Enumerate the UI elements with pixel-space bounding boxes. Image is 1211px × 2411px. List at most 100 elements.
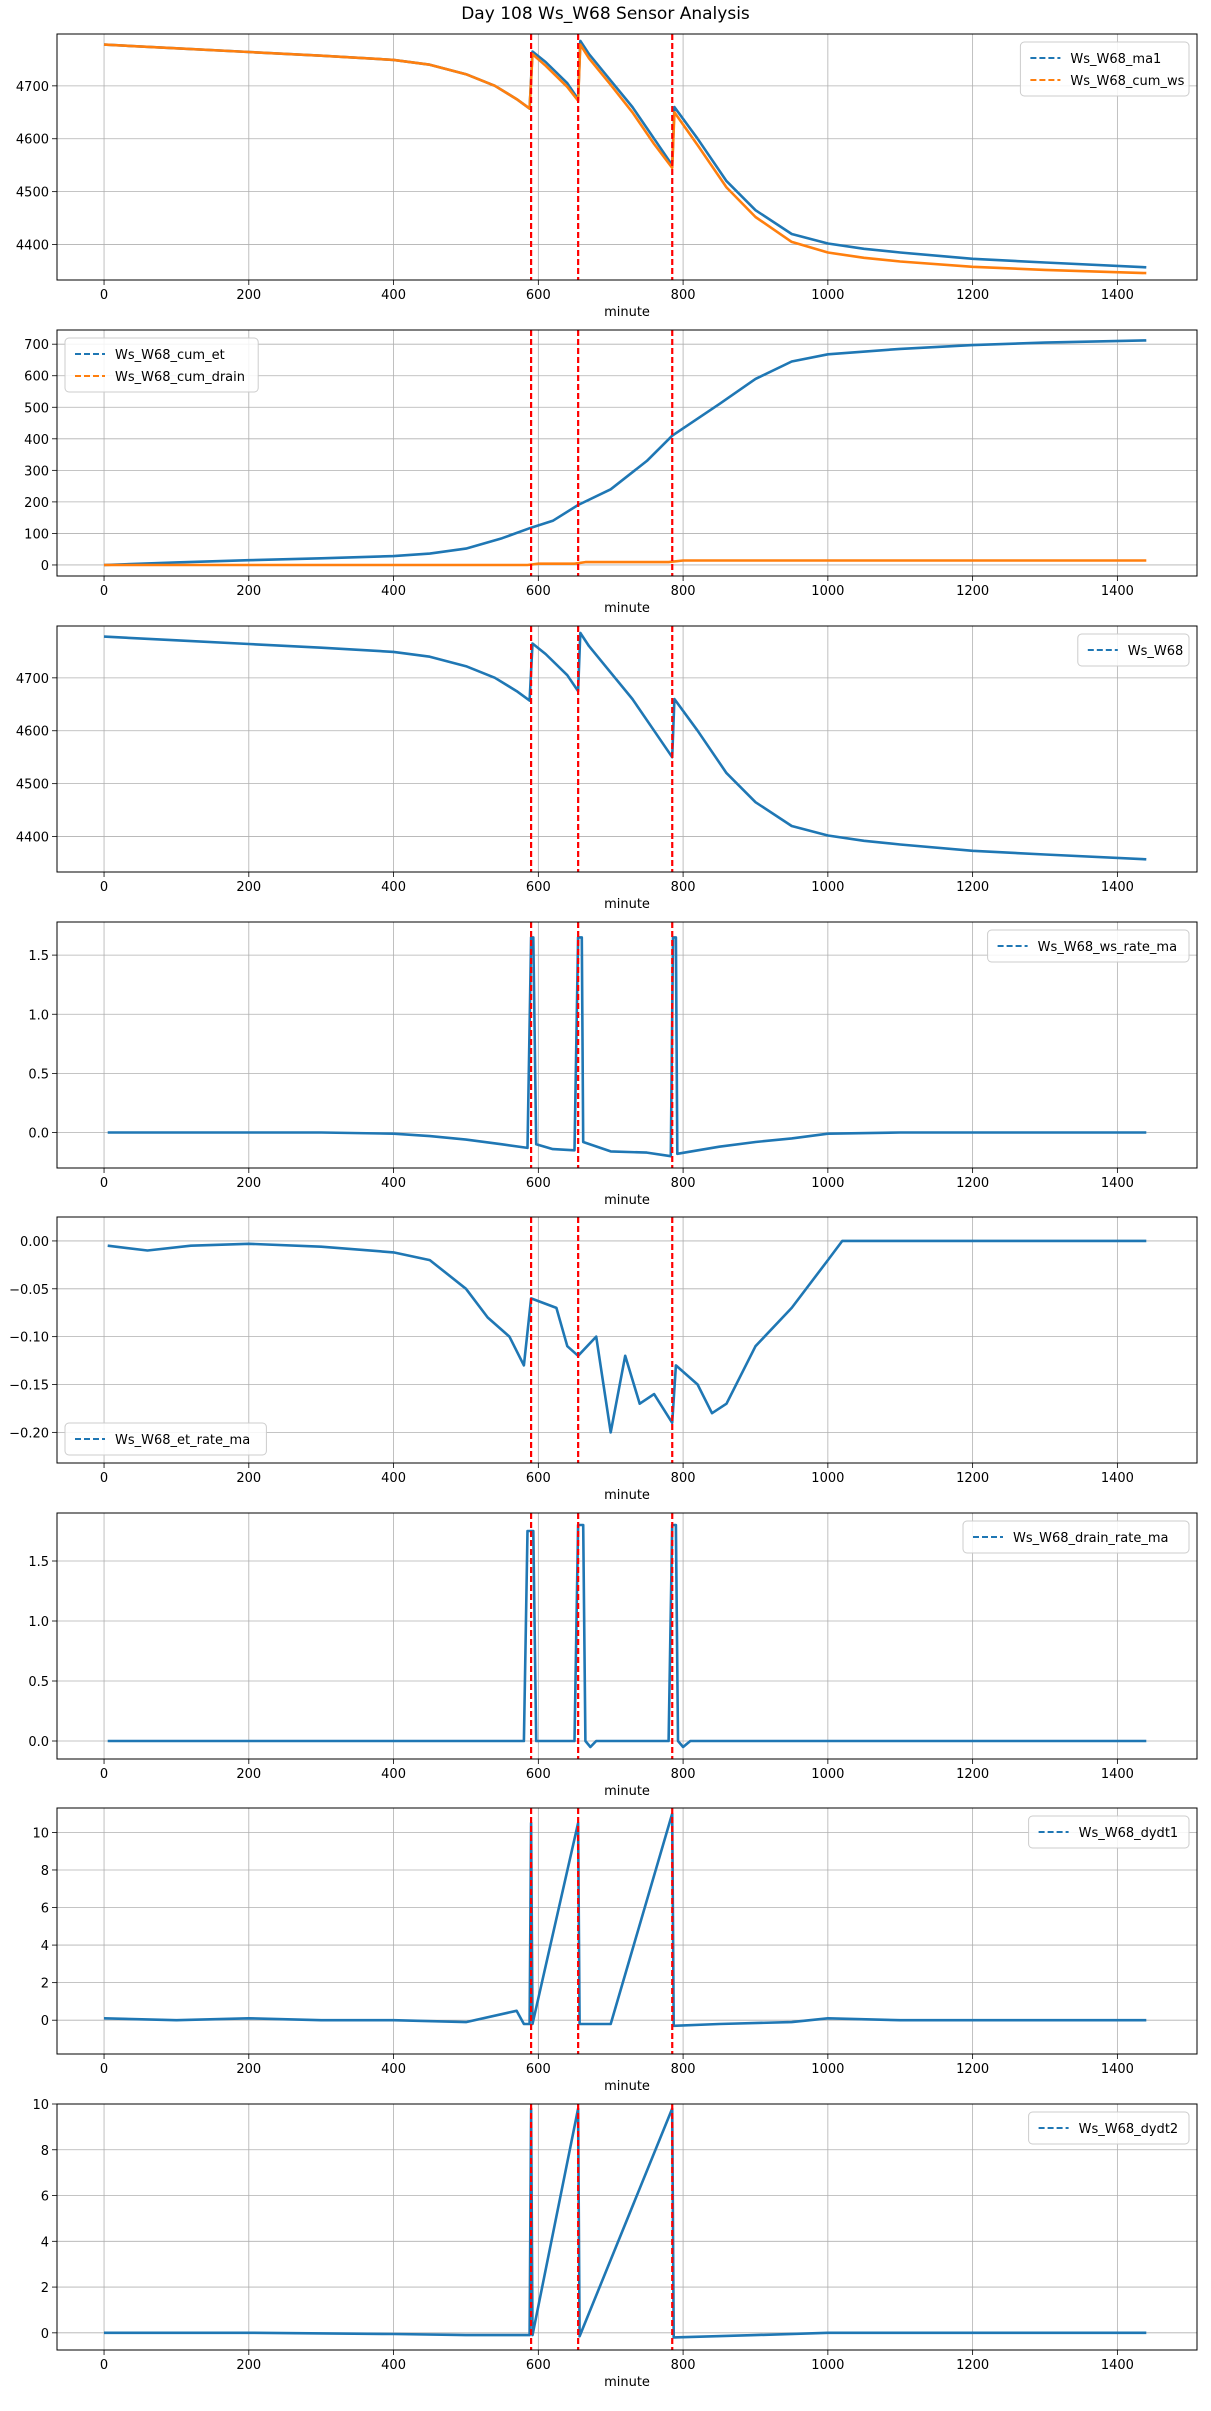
- x-tick-label: 1000: [811, 2062, 844, 2077]
- y-tick-label: 500: [24, 401, 49, 416]
- x-tick-label: 0: [100, 2358, 108, 2373]
- legend-box: [1028, 1815, 1190, 1849]
- y-tick-label: 4600: [16, 133, 49, 148]
- y-tick-label: 0: [41, 2014, 49, 2029]
- legend-box: [64, 337, 259, 393]
- x-axis-label: minute: [604, 1488, 650, 1503]
- series-line-Ws_W68_cum_et: [103, 339, 1147, 567]
- x-tick-label: 1200: [956, 1176, 989, 1191]
- y-tick-label: 10: [32, 2098, 49, 2113]
- x-tick-label: 600: [526, 1176, 551, 1191]
- legend-box: [962, 1520, 1190, 1554]
- x-tick-label: 1000: [811, 1176, 844, 1191]
- y-tick-label: 6: [41, 1902, 49, 1917]
- legend-box: [1028, 2111, 1190, 2145]
- series-line-Ws_W68_ma1: [103, 39, 1147, 269]
- x-tick-label: 800: [671, 1176, 696, 1191]
- y-tick-label: 8: [41, 2144, 49, 2159]
- x-tick-label: 1000: [811, 880, 844, 895]
- x-axis-label: minute: [604, 1193, 650, 1208]
- y-tick-label: 1.5: [28, 949, 49, 964]
- subplot-3: 0 200 400 600 800 1000 1200 1400 4400 4500 4600 470…: [16, 625, 1198, 912]
- x-tick-label: 1200: [956, 1471, 989, 1486]
- x-tick-label: 1400: [1101, 288, 1134, 303]
- y-tick-label: 0.5: [28, 1675, 49, 1690]
- legend-label: Ws_W68_cum_et: [115, 348, 225, 363]
- x-tick-label: 400: [381, 288, 406, 303]
- x-tick-label: 1200: [956, 1767, 989, 1782]
- legend-box: [1019, 41, 1190, 97]
- y-tick-label: 4600: [16, 725, 49, 740]
- x-tick-label: 400: [381, 880, 406, 895]
- subplot-8: 0 200 400 600 800 1000 1200 1400 0 2 4 6 8 10 minute Ws…: [32, 2098, 1198, 2390]
- subplot-4: 0 200 400 600 800 1000 1200 1400 0.0 0.5 1.0 1.5 min…: [28, 921, 1198, 1208]
- x-tick-label: 1400: [1101, 1471, 1134, 1486]
- legend-label: Ws_W68_ma1: [1070, 52, 1161, 67]
- y-tick-label: 4: [41, 2235, 49, 2250]
- x-tick-label: 600: [526, 584, 551, 599]
- y-tick-label: 4500: [16, 778, 49, 793]
- legend: Ws_W68_ws_rate_ma: [987, 929, 1190, 963]
- x-tick-label: 400: [381, 1767, 406, 1782]
- y-tick-label: 0: [41, 2327, 49, 2342]
- axes-frame: [56, 1512, 1198, 1760]
- x-axis-label: minute: [604, 2079, 650, 2094]
- x-tick-label: 1400: [1101, 880, 1134, 895]
- x-tick-label: 800: [671, 1471, 696, 1486]
- y-tick-label: 2: [41, 1977, 49, 1992]
- x-tick-label: 1200: [956, 2062, 989, 2077]
- x-tick-label: 400: [381, 2062, 406, 2077]
- x-tick-label: 800: [671, 2062, 696, 2077]
- x-tick-label: 600: [526, 1767, 551, 1782]
- x-tick-label: 200: [236, 880, 261, 895]
- subplot-2: 0 200 400 600 800 1000 1200 1400 0 100 200 300 400 50…: [24, 329, 1198, 616]
- x-axis-label: minute: [604, 1784, 650, 1799]
- y-tick-label: 700: [24, 338, 49, 353]
- y-tick-label: 6: [41, 2190, 49, 2205]
- x-axis-label: minute: [604, 2375, 650, 2390]
- y-tick-label: 4: [41, 1939, 49, 1954]
- series-line-Ws_W68: [103, 631, 1147, 861]
- x-tick-label: 1200: [956, 288, 989, 303]
- legend-label: Ws_W68_ws_rate_ma: [1038, 940, 1177, 955]
- x-tick-label: 0: [100, 2062, 108, 2077]
- x-tick-label: 800: [671, 1767, 696, 1782]
- legend-label: Ws_W68_et_rate_ma: [115, 1433, 250, 1448]
- legend: Ws_W68_ma1 Ws_W68_cum_ws: [1019, 41, 1190, 97]
- series-line-Ws_W68_et_rate_ma: [107, 1239, 1147, 1434]
- series-line-Ws_W68_ws_rate_ma: [107, 936, 1147, 1158]
- axes-frame: [56, 921, 1198, 1169]
- x-tick-label: 800: [671, 584, 696, 599]
- x-axis-label: minute: [604, 305, 650, 320]
- x-tick-label: 600: [526, 880, 551, 895]
- x-tick-label: 0: [100, 1176, 108, 1191]
- legend-box: [1077, 633, 1190, 667]
- x-tick-label: 1200: [956, 880, 989, 895]
- x-tick-label: 200: [236, 2358, 261, 2373]
- y-tick-label: 300: [24, 464, 49, 479]
- y-tick-label: 1.0: [28, 1615, 49, 1630]
- x-tick-label: 600: [526, 288, 551, 303]
- axes-frame: [56, 625, 1198, 873]
- y-tick-label: 200: [24, 496, 49, 511]
- x-tick-label: 1400: [1101, 1767, 1134, 1782]
- x-tick-label: 1200: [956, 584, 989, 599]
- x-tick-label: 600: [526, 1471, 551, 1486]
- y-tick-label: 0.0: [28, 1127, 49, 1142]
- axes-frame: [56, 33, 1198, 281]
- axes-frame: [56, 2103, 1198, 2351]
- x-tick-label: 1000: [811, 584, 844, 599]
- x-tick-label: 200: [236, 1471, 261, 1486]
- legend: Ws_W68_cum_et Ws_W68_cum_drain: [64, 337, 259, 393]
- x-axis-label: minute: [604, 897, 650, 912]
- y-tick-label: 4500: [16, 186, 49, 201]
- subplot-1: 0 200 400 600 800 1000 1200 1400 4400 4500 4600 470…: [16, 33, 1198, 320]
- legend: Ws_W68_dydt1: [1028, 1815, 1190, 1849]
- x-tick-label: 1000: [811, 288, 844, 303]
- x-tick-label: 1400: [1101, 1176, 1134, 1191]
- y-tick-label: 0.0: [28, 1735, 49, 1750]
- x-tick-label: 200: [236, 1176, 261, 1191]
- x-tick-label: 0: [100, 1471, 108, 1486]
- y-tick-label: 4700: [16, 672, 49, 687]
- x-tick-label: 400: [381, 584, 406, 599]
